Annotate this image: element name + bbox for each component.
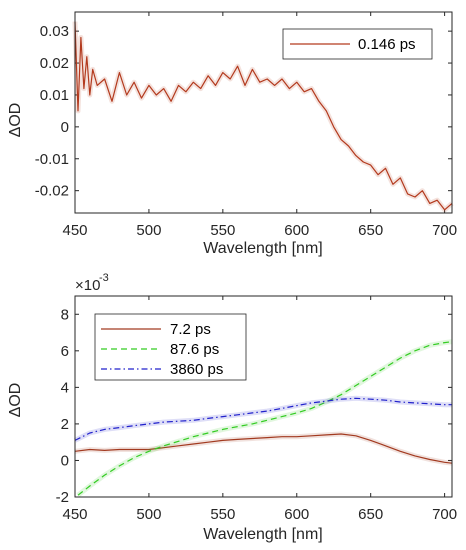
top-x-tick-label: 450 <box>62 222 87 239</box>
top-y-tick-label: -0.01 <box>35 151 69 168</box>
top-x-tick-label: 550 <box>210 222 235 239</box>
bottom-chart: 450 500 550 600 650 700 -2 0 2 4 6 8 Wavelength [nm… <box>7 272 457 543</box>
top-x-tick-label: 500 <box>136 222 161 239</box>
top-legend: 0.146 ps <box>282 28 433 60</box>
top-chart: 450 500 550 600 650 700 -0.02 -0.01 0 0.01 0.02 0.0… <box>7 11 457 257</box>
bottom-series-line-1 <box>77 341 453 496</box>
bottom-series-line-0 <box>74 433 453 464</box>
bottom-y-tick-label: 6 <box>61 343 69 360</box>
bottom-series-group <box>73 339 453 498</box>
bottom-tick-group: 450 500 550 600 650 700 -2 0 2 4 6 8 <box>56 296 457 523</box>
bottom-y-tick-label: 2 <box>61 416 69 433</box>
top-axes-frame <box>74 11 453 214</box>
top-x-tick-label: 700 <box>432 222 457 239</box>
bottom-y-tick-label: -2 <box>56 489 69 506</box>
bottom-legend-label-0: 7.2 ps <box>170 321 211 338</box>
top-y-tick-label: 0.01 <box>40 87 69 104</box>
top-y-tick-label: -0.02 <box>35 183 69 200</box>
top-y-axis-label: ΔOD <box>7 103 24 138</box>
bottom-exponent-power: -3 <box>99 272 109 284</box>
bottom-y-axis-label: ΔOD <box>7 383 24 418</box>
bottom-legend: 7.2 ps 87.6 ps 3860 ps <box>94 313 247 381</box>
bottom-x-tick-label: 650 <box>358 506 383 523</box>
top-legend-label-0: 0.146 ps <box>358 36 416 53</box>
bottom-y-tick-label: 4 <box>61 379 69 396</box>
bottom-series-line-2 <box>74 397 452 441</box>
top-x-tick-label: 650 <box>358 222 383 239</box>
bottom-x-tick-label: 550 <box>210 506 235 523</box>
bottom-x-tick-label: 450 <box>62 506 87 523</box>
top-y-tick-label: 0.03 <box>40 23 69 40</box>
bottom-x-tick-label: 500 <box>136 506 161 523</box>
bottom-legend-label-2: 3860 ps <box>170 361 223 378</box>
top-x-tick-label: 600 <box>284 222 309 239</box>
bottom-x-tick-label: 600 <box>284 506 309 523</box>
bottom-x-tick-label: 700 <box>432 506 457 523</box>
bottom-x-axis-label: Wavelength [nm] <box>203 526 322 543</box>
bottom-axes-frame <box>74 295 453 498</box>
bottom-y-tick-label: 0 <box>61 452 69 469</box>
top-x-axis-label: Wavelength [nm] <box>203 240 322 257</box>
bottom-legend-label-1: 87.6 ps <box>170 341 219 358</box>
bottom-exponent-label: ×10 -3 <box>75 272 109 294</box>
top-series-group <box>72 21 454 213</box>
top-tick-group: 450 500 550 600 650 700 -0.02 -0.01 0 0.01 0.02 0.0… <box>35 12 457 239</box>
top-y-tick-label: 0.02 <box>40 55 69 72</box>
bottom-y-tick-label: 8 <box>61 306 69 323</box>
bottom-exponent-base: ×10 <box>75 277 100 294</box>
top-series-line-0 <box>74 21 453 211</box>
top-y-tick-label: 0 <box>61 119 69 136</box>
